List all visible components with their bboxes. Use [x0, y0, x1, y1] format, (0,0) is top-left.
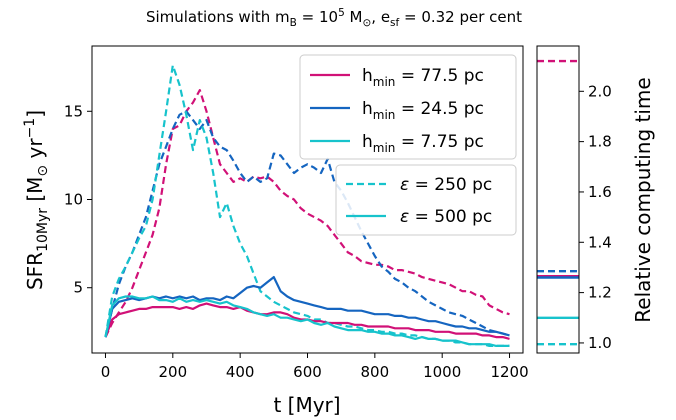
x-tick-label: 800 [361, 363, 390, 381]
side-y-tick-label: 1.4 [588, 233, 612, 251]
x-axis-label: t [Myr] [273, 393, 340, 417]
legend-softening: ε = 250 pc ε = 500 pc [335, 164, 517, 236]
side-y-tick-label: 1.6 [588, 183, 612, 201]
side-y-tick-label: 1.8 [588, 133, 612, 151]
side-plot-frame [536, 45, 580, 354]
series-line-2 [104, 64, 510, 347]
x-tick-label: 600 [293, 363, 322, 381]
series-line-5 [104, 295, 510, 347]
y-tick-label: 15 [64, 102, 83, 120]
side-y-ticks: 1.0 1.2 1.4 1.6 1.8 2.0 [579, 82, 612, 352]
side-y-tick-label: 1.0 [588, 334, 612, 352]
side-y-tick-label: 2.0 [588, 82, 612, 100]
series-line-1 [104, 110, 510, 338]
y-axis-label: SFR10Myr [M⊙ yr−1] [22, 110, 51, 290]
figure-title: Simulations with mB = 105 M⊙, esf = 0.32… [146, 7, 522, 29]
x-tick-label: 1000 [423, 363, 461, 381]
x-tick-label: 1200 [490, 363, 528, 381]
legend-label: ε = 500 pc [400, 207, 492, 227]
legend-label: hmin = 7.75 pc [362, 132, 484, 155]
side-y-axis-label: Relative computing time [631, 77, 655, 322]
legend-label: ε = 250 pc [400, 175, 492, 195]
side-plot-markers [537, 59, 579, 346]
main-y-ticks: 5 10 15 [64, 102, 92, 297]
series-line-3 [104, 302, 510, 340]
legend-resolution: hmin = 77.5 pc hmin = 24.5 pc hmin = 7.75 … [299, 54, 517, 160]
y-tick-label: 5 [73, 279, 83, 297]
main-plot-series [104, 64, 510, 347]
x-tick-label: 0 [101, 363, 111, 381]
x-tick-label: 400 [226, 363, 255, 381]
side-y-tick-label: 1.2 [588, 284, 612, 302]
series-line-0 [104, 89, 510, 338]
series-line-4 [104, 276, 510, 338]
y-tick-label: 10 [64, 191, 83, 209]
x-tick-label: 200 [158, 363, 187, 381]
legend-label: hmin = 24.5 pc [362, 99, 484, 122]
legend-label: hmin = 77.5 pc [362, 66, 484, 89]
main-x-ticks: 0 200 400 600 800 1000 1200 [101, 353, 529, 381]
